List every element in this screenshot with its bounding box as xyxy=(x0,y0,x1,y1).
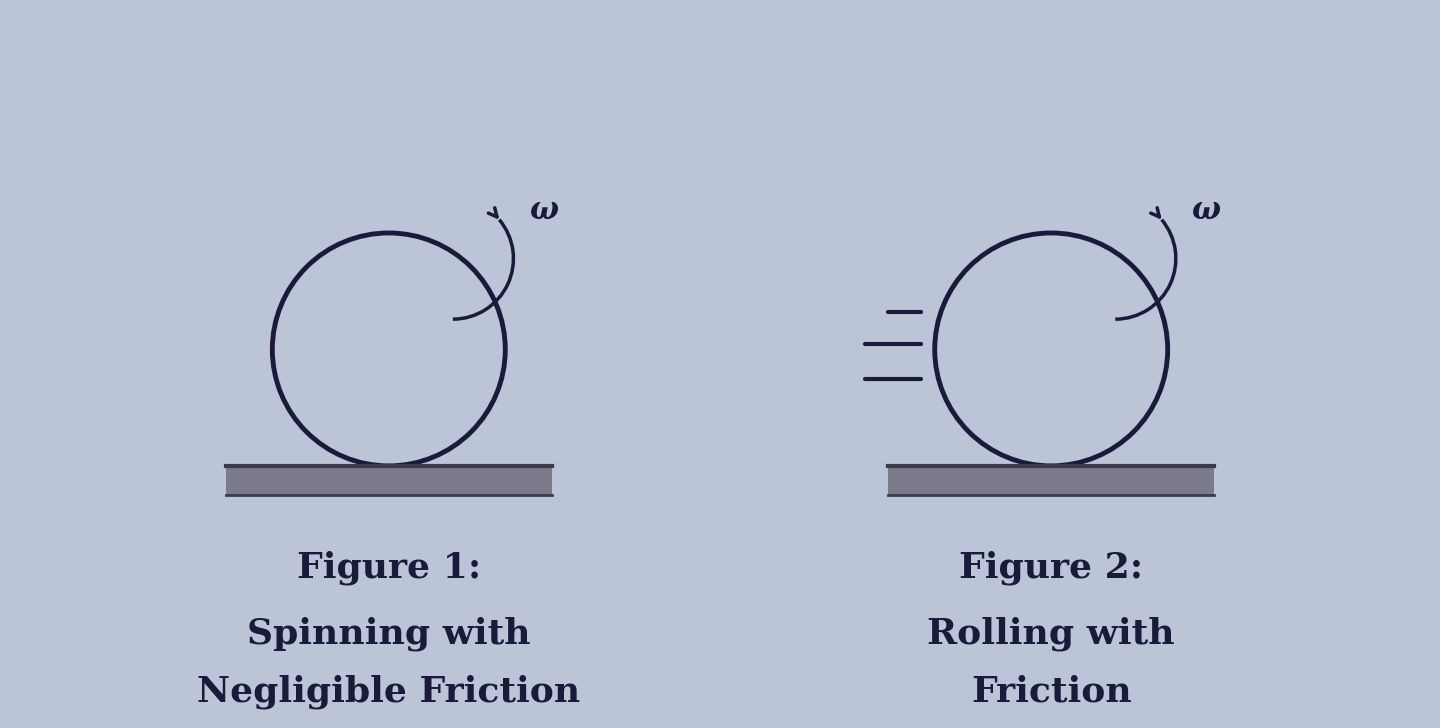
Text: Spinning with: Spinning with xyxy=(248,616,530,651)
Text: ω: ω xyxy=(1192,194,1221,226)
Text: Friction: Friction xyxy=(971,675,1132,708)
Bar xyxy=(226,466,552,495)
Text: Figure 2:: Figure 2: xyxy=(959,550,1143,585)
Text: ω: ω xyxy=(530,194,559,226)
Text: Negligible Friction: Negligible Friction xyxy=(197,674,580,709)
Text: Figure 1:: Figure 1: xyxy=(297,550,481,585)
Text: Rolling with: Rolling with xyxy=(927,616,1175,651)
Bar xyxy=(888,466,1214,495)
